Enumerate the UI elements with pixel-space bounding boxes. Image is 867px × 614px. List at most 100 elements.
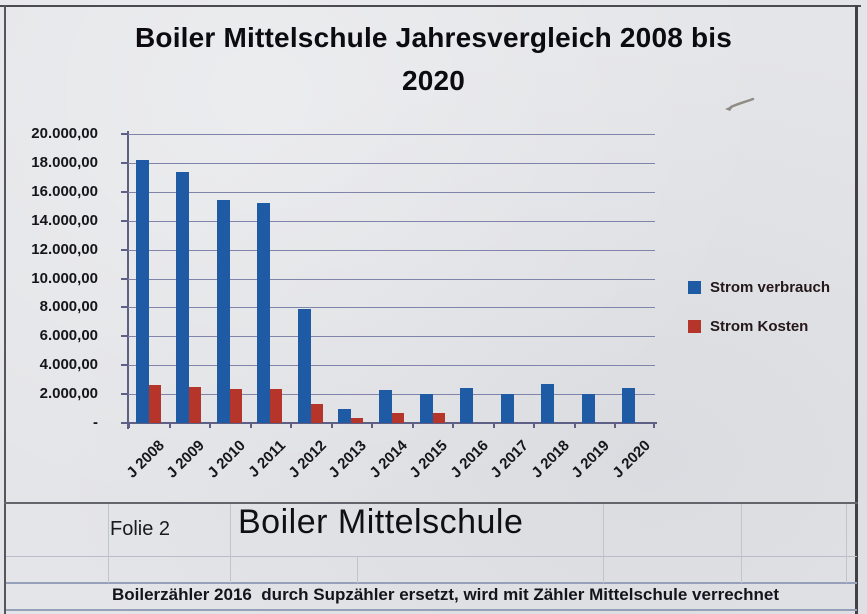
x-axis-tick	[653, 423, 655, 428]
y-axis-tick	[121, 422, 127, 424]
y-axis-tick	[121, 335, 127, 337]
x-axis-tick	[209, 423, 211, 428]
bar-strom-verbrauch-j-2020	[622, 388, 636, 423]
gridline	[128, 307, 655, 308]
x-axis-tick-label: J 2008	[123, 437, 169, 482]
bar-group-j-2014	[371, 134, 412, 423]
x-axis-tick	[452, 423, 454, 428]
x-axis-tick	[614, 423, 616, 428]
slide-number-label: Folie 2	[110, 518, 171, 540]
bar-strom-verbrauch-j-2019	[581, 394, 595, 423]
bar-strom-kosten-j-2011	[270, 389, 283, 423]
bar-group-j-2020	[614, 134, 655, 423]
sheet-row-line	[6, 556, 857, 557]
pen-mark	[722, 94, 758, 114]
bar-group-j-2010	[209, 134, 250, 423]
x-axis-tick	[371, 423, 373, 428]
bar-strom-verbrauch-j-2017	[500, 394, 514, 423]
gridline	[128, 250, 655, 251]
y-axis-tick-label: 10.000,00	[31, 270, 98, 287]
x-axis-tick	[250, 423, 252, 428]
chart-legend: Strom verbrauch Strom Kosten	[688, 277, 830, 355]
x-axis-tick-label: J 2013	[325, 437, 371, 482]
y-axis-labels: 20.000,00 18.000,00 16.000,00 14.000,00 12.0…	[18, 125, 112, 431]
sheet-cell-line	[603, 504, 604, 583]
y-axis-tick	[121, 364, 127, 366]
sheet-cell-line	[846, 504, 847, 583]
x-axis-tick	[169, 423, 171, 428]
note-text: Boilerzähler 2016 durch Supzähler ersetz…	[112, 585, 779, 604]
x-axis-tick-label: J 2016	[447, 437, 493, 482]
x-axis-tick-label: J 2019	[568, 437, 614, 482]
y-axis-tick	[121, 191, 127, 193]
bar-group-j-2008	[128, 134, 169, 423]
bar-strom-verbrauch-j-2013	[338, 409, 352, 423]
bar-strom-verbrauch-j-2008	[135, 160, 149, 423]
bar-strom-verbrauch-j-2018	[541, 384, 555, 423]
gridline	[128, 365, 655, 366]
y-axis-tick	[121, 133, 127, 135]
legend-swatch-icon	[688, 280, 701, 294]
y-axis-tick-label: 6.000,00	[39, 327, 98, 344]
bar-strom-kosten-j-2010	[229, 389, 242, 423]
x-axis-tick	[290, 423, 292, 428]
y-axis-tick	[121, 220, 127, 222]
x-axis-tick-label: J 2018	[528, 437, 574, 482]
x-axis-tick	[574, 423, 576, 428]
note-border-bottom	[6, 609, 857, 611]
y-axis-tick-label: 14.000,00	[31, 212, 98, 229]
slide-bottom-border	[4, 502, 858, 504]
bar-group-j-2015	[412, 134, 453, 423]
y-axis-tick-label: -	[93, 414, 98, 431]
bar-strom-kosten-j-2012	[310, 404, 323, 423]
bar-strom-verbrauch-j-2014	[378, 390, 392, 423]
x-axis-tick-label: J 2012	[285, 437, 331, 482]
bar-strom-verbrauch-j-2015	[419, 394, 433, 423]
x-axis-tick-label: J 2020	[609, 437, 655, 482]
gridline	[128, 192, 655, 193]
x-axis-tick-label: J 2011	[245, 437, 290, 481]
y-axis-tick	[121, 278, 127, 280]
x-axis-tick-label: J 2014	[366, 437, 412, 482]
bar-group-j-2019	[574, 134, 615, 423]
bar-group-j-2012	[290, 134, 331, 423]
x-axis-tick-label: J 2010	[204, 437, 250, 482]
y-axis-tick-label: 16.000,00	[31, 183, 98, 200]
bar-group-j-2011	[250, 134, 291, 423]
bar-strom-kosten-j-2014	[391, 413, 404, 423]
bar-strom-kosten-j-2008	[148, 385, 161, 423]
sheet-title: Boiler Mittelschule	[238, 503, 524, 541]
y-axis-tick-label: 8.000,00	[39, 298, 98, 315]
bar-group-j-2016	[452, 134, 493, 423]
sheet-cell-line	[108, 504, 109, 583]
bar-strom-verbrauch-j-2011	[257, 203, 271, 423]
x-axis-line	[126, 422, 657, 424]
bar-group-j-2009	[169, 134, 210, 423]
y-axis-tick-label: 20.000,00	[31, 125, 98, 142]
y-axis-tick	[121, 162, 127, 164]
gridline	[128, 134, 655, 135]
x-axis-tick-label: J 2017	[487, 437, 533, 482]
chart-title-line2: 2020	[401, 65, 466, 96]
legend-item-strom-kosten: Strom Kosten	[688, 316, 830, 336]
x-axis-tick	[533, 423, 535, 428]
y-axis-tick-label: 4.000,00	[39, 356, 98, 373]
bar-strom-kosten-j-2009	[189, 387, 202, 423]
y-axis-tick	[121, 249, 127, 251]
x-axis-tick	[331, 423, 333, 428]
legend-label: Strom Kosten	[710, 317, 809, 335]
y-axis-line	[127, 131, 129, 429]
note-border-top	[6, 582, 857, 584]
x-axis-labels: J 2008 J 2009 J 2010 J 2011 J 2012 J 2013 J 20…	[124, 432, 655, 502]
legend-label: Strom verbrauch	[710, 278, 831, 296]
gridline	[128, 163, 655, 164]
bar-strom-verbrauch-j-2010	[216, 200, 230, 423]
bar-strom-kosten-j-2013	[351, 418, 364, 423]
bar-group-j-2018	[533, 134, 574, 423]
sheet-cell-line	[741, 504, 742, 583]
chart-title: Boiler Mittelschule Jahresvergleich 2008…	[40, 16, 827, 102]
bar-strom-verbrauch-j-2012	[297, 309, 311, 423]
bar-strom-kosten-j-2015	[432, 413, 445, 423]
bar-group-j-2017	[493, 134, 534, 423]
